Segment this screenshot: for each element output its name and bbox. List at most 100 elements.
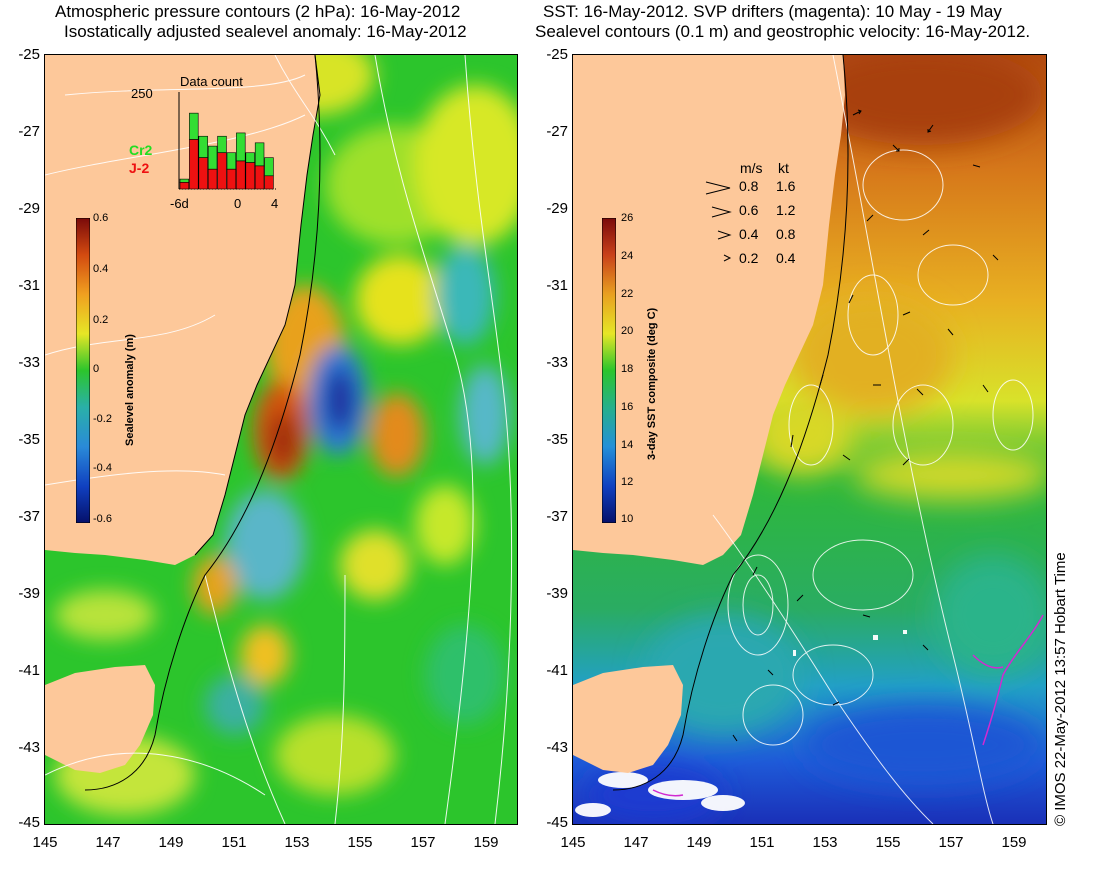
inset-bar-cr2	[207, 145, 218, 170]
right-xtick: 147	[623, 834, 649, 851]
copyright-notice: © IMOS 22-May-2012 13:57 Hobart Time	[1052, 552, 1069, 826]
right-ytick: -27	[546, 123, 568, 140]
inset-bar-j2	[207, 168, 218, 190]
drifter-tracks	[652, 614, 1044, 797]
velocity-legend-arrow-icon	[717, 230, 732, 240]
left-title-line1: Atmospheric pressure contours (2 hPa): 1…	[55, 2, 461, 21]
sealevel-colorbar-tick: 0.6	[93, 212, 109, 224]
left-xtick: 159	[473, 834, 499, 851]
velocity-legend-arrow-icon	[711, 206, 732, 218]
sst-colorbar-tick: 18	[621, 363, 634, 375]
inset-bar-j2	[264, 175, 274, 190]
left-ytick: -43	[18, 739, 40, 756]
left-ytick: -25	[18, 46, 40, 63]
left-ytick: -37	[18, 508, 40, 525]
velocity-legend-ms: 0.2	[739, 250, 759, 266]
velocity-legend-ms: 0.4	[739, 226, 759, 242]
inset-bar-j2	[217, 152, 227, 190]
inset-bar-cr2	[189, 112, 199, 140]
velocity-legend-arrow-icon	[705, 181, 731, 195]
left-xtick: 145	[32, 834, 58, 851]
right-ytick: -37	[546, 508, 568, 525]
sst-colorbar-tick: 24	[621, 250, 634, 262]
sealevel-colorbar-tick: -0.6	[93, 513, 112, 525]
inset-bar-cr2	[254, 142, 265, 167]
inset-bar-cr2	[217, 135, 227, 154]
velocity-legend-arrows	[705, 181, 732, 262]
sst-colorbar	[602, 218, 616, 523]
inset-series-cr2-label: Cr2	[129, 142, 153, 158]
right-ytick: -41	[546, 662, 568, 679]
sst-colorbar-label: 3-day SST composite (deg C)	[646, 307, 658, 460]
inset-bar-j2	[189, 139, 199, 190]
inset-bar-cr2	[179, 178, 190, 183]
sealevel-colorbar-tick: 0.4	[93, 263, 109, 275]
left-title-line2: Isostatically adjusted sealevel anomaly:…	[64, 22, 467, 41]
velocity-legend-kt: 0.4	[776, 250, 796, 266]
right-xtick: 157	[938, 834, 964, 851]
right-ytick: -25	[546, 46, 568, 63]
sst-colorbar-tick: 20	[621, 325, 634, 337]
sealevel-colorbar-label: Sealevel anomaly (m)	[124, 334, 136, 446]
left-xtick: 157	[410, 834, 436, 851]
left-ytick: -41	[18, 662, 40, 679]
right-ytick: -33	[546, 354, 568, 371]
inset-bar-j2	[198, 157, 208, 190]
right-ytick: -35	[546, 431, 568, 448]
left-ytick: -33	[18, 354, 40, 371]
sst-colorbar-tick: 10	[621, 513, 634, 525]
inset-bar-cr2	[198, 135, 208, 158]
left-xtick: 155	[347, 834, 373, 851]
right-ytick: -43	[546, 739, 568, 756]
left-ytick: -45	[18, 814, 40, 831]
right-xtick: 159	[1001, 834, 1027, 851]
left-xtick: 147	[95, 834, 121, 851]
sst-map-graphic	[573, 55, 1046, 824]
right-xtick: 153	[812, 834, 838, 851]
right-xtick: 149	[686, 834, 712, 851]
inset-bar-cr2	[226, 152, 237, 170]
data-count-inset	[178, 92, 276, 190]
inset-xtick: -6d	[170, 196, 189, 211]
sst-colorbar-tick: 26	[621, 212, 634, 224]
inset-series-j2-label: J-2	[129, 160, 150, 176]
right-ytick: -39	[546, 585, 568, 602]
inset-bar-j2	[254, 165, 265, 190]
right-ytick: -29	[546, 200, 568, 217]
left-ytick: -31	[18, 277, 40, 294]
inset-bar-j2	[236, 160, 246, 190]
inset-xtick: 4	[271, 196, 279, 211]
sst-colorbar-tick: 22	[621, 288, 634, 300]
inset-bar-j2	[245, 162, 255, 190]
inset-bar-cr2	[236, 132, 246, 162]
inset-bar-j2	[226, 168, 237, 190]
right-title-line1: SST: 16-May-2012. SVP drifters (magenta)…	[543, 2, 1002, 21]
inset-title: Data count	[180, 74, 243, 89]
left-ytick: -39	[18, 585, 40, 602]
sst-map	[572, 54, 1047, 825]
velocity-arrows	[732, 109, 999, 742]
sealevel-anomaly-map	[44, 54, 518, 825]
inset-bar-cr2	[264, 157, 274, 177]
velocity-legend-arrow-icon	[723, 254, 732, 262]
right-title-line2: Sealevel contours (0.1 m) and geostrophi…	[535, 22, 1031, 41]
sealevel-colorbar-tick: 0.2	[93, 314, 109, 326]
right-ytick: -31	[546, 277, 568, 294]
left-xtick: 149	[158, 834, 184, 851]
velocity-legend-kt: 0.8	[776, 226, 796, 242]
velocity-legend-kt: 1.6	[776, 178, 796, 194]
sealevel-colorbar	[76, 218, 90, 523]
left-ytick: -35	[18, 431, 40, 448]
inset-bar-j2	[179, 182, 190, 190]
velocity-legend-kt: 1.2	[776, 202, 796, 218]
right-ytick: -45	[546, 814, 568, 831]
velocity-legend-ms: 0.8	[739, 178, 759, 194]
sst-colorbar-tick: 16	[621, 401, 634, 413]
sst-colorbar-tick: 14	[621, 439, 634, 451]
sealevel-anomaly-map-graphic	[45, 55, 517, 824]
left-xtick: 153	[284, 834, 310, 851]
sealevel-colorbar-tick: -0.4	[93, 462, 112, 474]
left-ytick: -27	[18, 123, 40, 140]
right-xtick: 151	[749, 834, 775, 851]
left-ytick: -29	[18, 200, 40, 217]
